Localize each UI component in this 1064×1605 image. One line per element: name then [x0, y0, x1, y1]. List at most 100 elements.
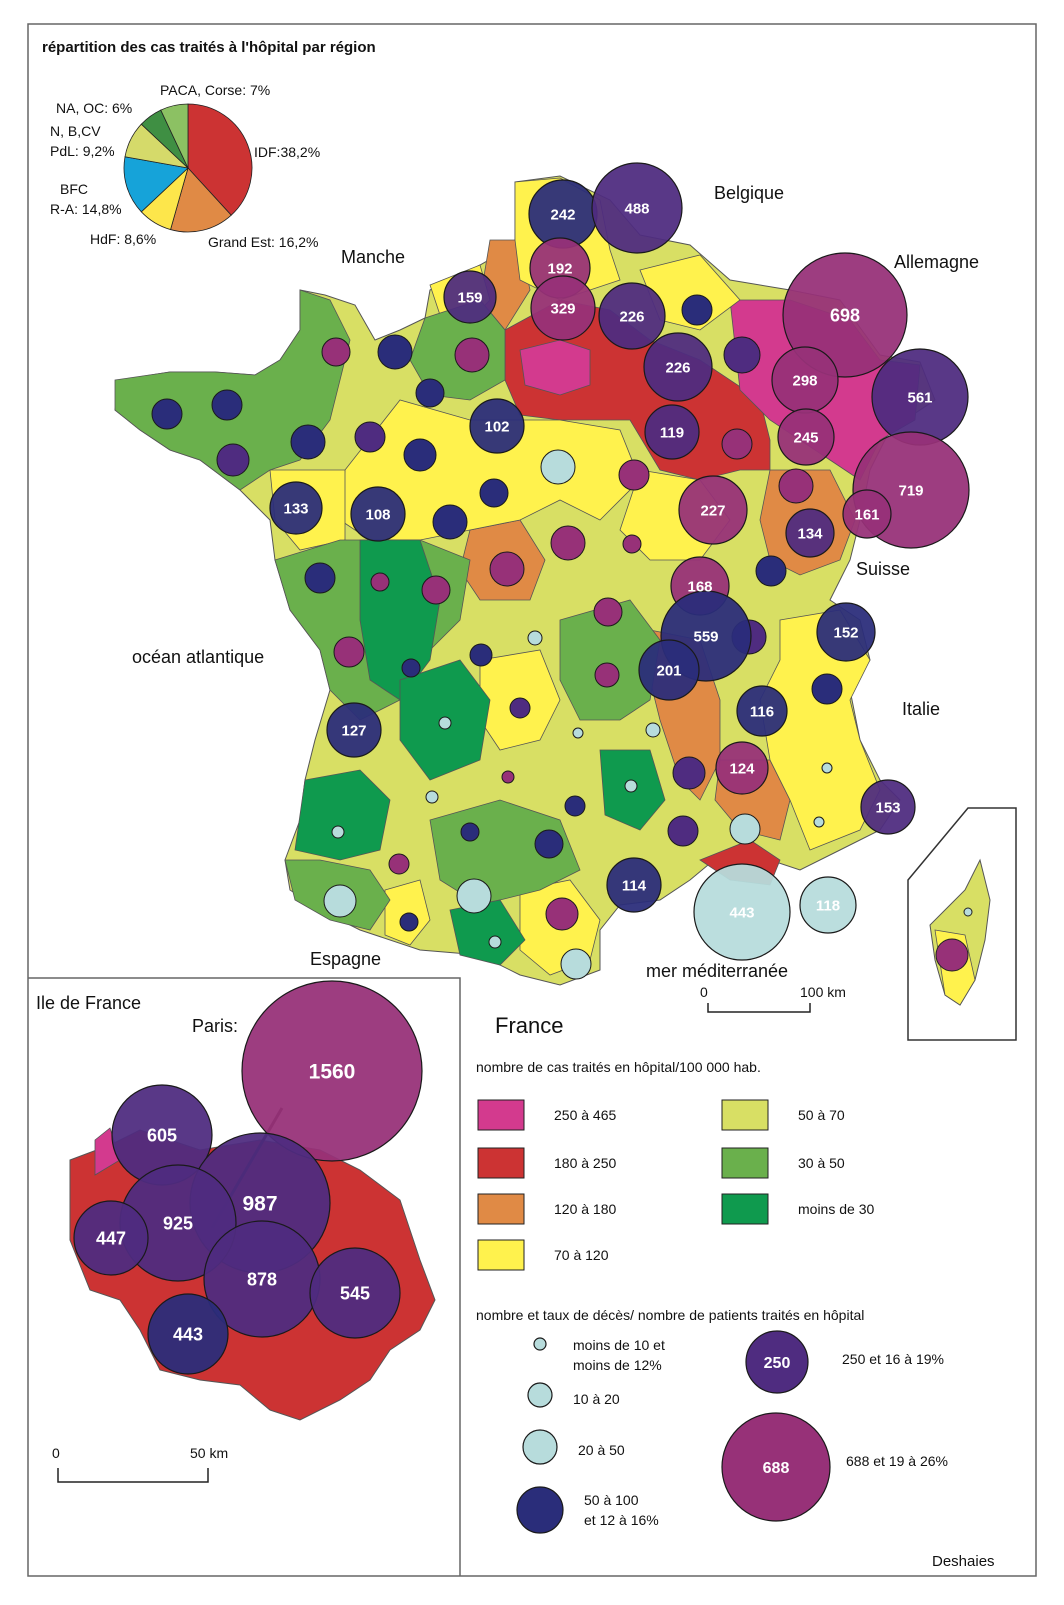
dept-small-bubble-46 — [331, 825, 345, 839]
corsica-frame — [907, 807, 1017, 1041]
legend-bubble-3 — [516, 1486, 564, 1534]
idf-title: Ile de France — [36, 993, 141, 1013]
dept-small-bubble-50 — [323, 884, 357, 918]
dept-small-bubble-42 — [564, 795, 586, 817]
legend-death-bubbles: moins de 10 et moins de 12% 10 à 20 20 à 50… — [516, 1330, 948, 1534]
figure-frame — [27, 23, 1037, 1577]
place-belgique: Belgique — [714, 183, 784, 203]
legend-bubble-1 — [527, 1382, 553, 1408]
legend-class-label-6: moins de 30 — [798, 1201, 874, 1217]
legend-death-title: nombre et taux de décès/ nombre de patie… — [476, 1307, 864, 1323]
dept-bubble-label-2: 192 — [547, 260, 572, 277]
legend-class-swatch-2 — [477, 1193, 525, 1225]
pie-label-paca: PACA, Corse: 7% — [160, 82, 270, 98]
legend-class-swatch-1 — [477, 1147, 525, 1179]
idf-scale-bar — [57, 1468, 209, 1483]
dept-small-bubble-41 — [425, 790, 439, 804]
legend-bubble-label-2: 20 à 50 — [578, 1442, 625, 1458]
dept-bubble-label-21: 152 — [833, 624, 858, 641]
idf-bubble-label-2: 987 — [242, 1193, 277, 1216]
dept-small-bubble-28 — [527, 630, 543, 646]
pie-chart — [123, 103, 253, 233]
dept-bubble-label-12: 245 — [793, 429, 818, 446]
pie-label-nbcv: N, B,CV PdL: 9,2% — [50, 123, 115, 159]
dept-bubble-label-4: 329 — [550, 300, 575, 317]
dept-small-bubble-15 — [479, 478, 509, 508]
place-allemagne: Allemagne — [894, 252, 979, 272]
legend-bubble-label-5: 688 et 19 à 26% — [846, 1453, 948, 1469]
department-labeled-bubbles: 242 488 192 159 329 226 698 226 298 561 102 119 245 7… — [269, 162, 970, 961]
dept-small-bubble-52 — [545, 897, 579, 931]
legend-bubble-label-4: 250 et 16 à 19% — [842, 1351, 944, 1367]
place-manche: Manche — [341, 247, 405, 267]
idf-bubble-label-1: 605 — [147, 1125, 177, 1145]
pie-label-nbcv-line1: N, B,CV — [50, 123, 101, 139]
dept-bubble-label-9: 561 — [907, 389, 932, 406]
region-70-120-pyrenees — [384, 879, 431, 946]
legend-class-label-1: 180 à 250 — [554, 1155, 616, 1171]
legend-bubble-label2-0: moins de 12% — [573, 1357, 662, 1373]
legend-bubble-label2-3: et 12 à 16% — [584, 1512, 659, 1528]
dept-small-bubble-22 — [421, 575, 451, 605]
pie-label-bfc-line2: R-A: 14,8% — [50, 201, 122, 217]
dept-bubble-label-25: 124 — [729, 760, 755, 777]
dept-bubble-label-29: 118 — [816, 897, 840, 914]
idf-scale-km: 50 km — [190, 1445, 228, 1461]
dept-bubble-14 — [269, 481, 323, 535]
dept-small-bubble-43 — [667, 815, 699, 847]
idf-bubble-label-0: 1560 — [309, 1061, 356, 1084]
pie-label-grandest: Grand Est: 16,2% — [208, 234, 319, 250]
legend-bubble-5 — [721, 1412, 831, 1522]
idf-bubble-4 — [73, 1200, 149, 1276]
dept-small-bubble-13 — [618, 459, 650, 491]
idf-bubble-label-5: 878 — [247, 1269, 277, 1289]
idf-frame — [28, 977, 461, 1576]
dept-bubble-label-14: 133 — [283, 500, 308, 517]
dept-bubble-label-16: 227 — [700, 502, 725, 519]
dept-small-bubble-47 — [460, 822, 480, 842]
dept-bubble-1 — [591, 162, 683, 254]
dept-bubble-12 — [777, 408, 835, 466]
dept-bubble-label-10: 102 — [484, 418, 509, 435]
dept-bubble-7 — [643, 332, 713, 402]
dept-bubble-label-1: 488 — [624, 200, 649, 217]
dept-small-bubble-32 — [811, 673, 843, 705]
idf-paris-label: Paris: — [192, 1016, 238, 1036]
dept-bubble-3 — [443, 270, 497, 324]
dept-bubble-label-0: 242 — [550, 206, 575, 223]
dept-small-bubble-23 — [489, 551, 525, 587]
idf-bubble-6 — [309, 1247, 401, 1339]
dept-bubble-label-20: 559 — [693, 628, 718, 645]
dept-bubble-label-24: 116 — [750, 703, 774, 720]
dept-small-bubble-33 — [509, 697, 531, 719]
dept-bubble-4 — [530, 275, 596, 341]
dept-small-bubble-37 — [501, 770, 515, 784]
legend-class-swatch-5 — [721, 1147, 769, 1179]
dept-small-bubble-30 — [401, 658, 421, 678]
place-mer: mer méditerranée — [646, 961, 788, 981]
dept-small-bubble-20 — [304, 562, 336, 594]
dept-small-bubble-26 — [333, 636, 365, 668]
legend-bubble-value-4: 250 — [764, 1355, 791, 1372]
dept-small-bubble-2 — [454, 337, 490, 373]
idf-scale-zero: 0 — [52, 1445, 60, 1461]
dept-bubble-25 — [715, 741, 769, 795]
pie-slice-0 — [187, 103, 253, 216]
dept-small-bubble-55 — [560, 948, 592, 980]
pie-slice-3 — [123, 156, 189, 213]
dept-bubble-label-23: 127 — [341, 722, 366, 739]
legend-class-swatch-6 — [721, 1193, 769, 1225]
dept-small-bubble-45 — [813, 816, 825, 828]
dept-bubble-label-7: 226 — [665, 359, 690, 376]
dept-bubble-label-19: 168 — [687, 578, 712, 595]
legend-bubble-label-0: moins de 10 et — [573, 1337, 665, 1353]
department-small-bubbles — [151, 294, 843, 980]
legend-class-label-2: 120 à 180 — [554, 1201, 616, 1217]
pie-label-nbcv-line2: PdL: 9,2% — [50, 143, 115, 159]
dept-bubble-21 — [816, 602, 876, 662]
legend-bubble-0 — [533, 1337, 547, 1351]
pie-label-bfc: BFC R-A: 14,8% — [50, 181, 122, 217]
pie-slice-6 — [160, 103, 189, 169]
legend-class-swatch-4 — [721, 1099, 769, 1131]
